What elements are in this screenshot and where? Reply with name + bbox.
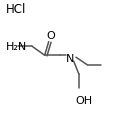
Text: OH: OH xyxy=(74,96,91,106)
Text: HCl: HCl xyxy=(6,3,26,16)
Text: O: O xyxy=(46,31,54,41)
Text: N: N xyxy=(65,54,73,63)
Text: H₂N: H₂N xyxy=(6,42,27,52)
